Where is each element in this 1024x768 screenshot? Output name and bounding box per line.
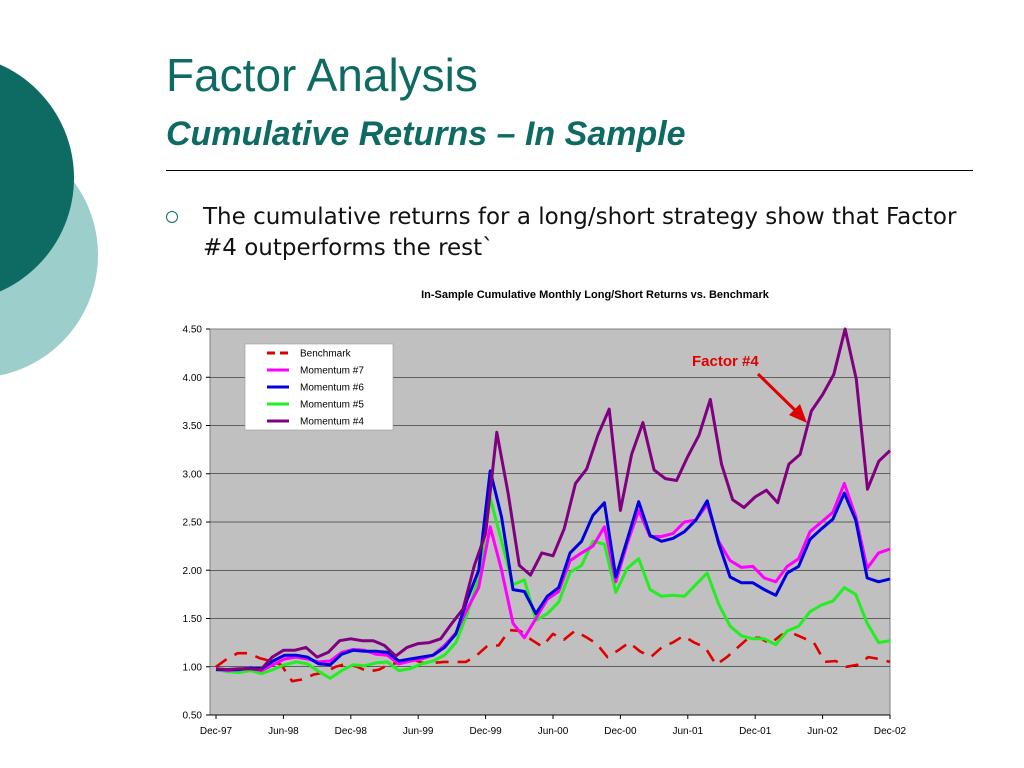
series-line-momentum-6 [216, 469, 891, 672]
annotation-arrowhead [789, 404, 807, 423]
x-tick-label: Dec-01 [739, 726, 772, 737]
x-tick-label: Jun-98 [268, 726, 299, 737]
x-tick-label: Dec-99 [469, 726, 502, 737]
y-tick-label: 2.50 [183, 518, 203, 529]
x-tick-label: Jun-99 [403, 726, 434, 737]
legend-label: Benchmark [300, 349, 352, 360]
decorative-circles [0, 64, 98, 376]
annotation-text: Factor #4 [692, 353, 759, 370]
legend-label: Momentum #4 [300, 417, 364, 428]
series-line-momentum-4 [215, 327, 892, 672]
series-line-momentum-5 [215, 496, 891, 680]
series-line-momentum-7 [215, 481, 891, 673]
y-tick-label: 3.00 [183, 469, 203, 480]
x-tick-label: Dec-02 [874, 726, 907, 737]
plot-area: 0.50 1.00 1.50 2.00 2.50 3.00 3.50 4.00 4.50 Dec-… [183, 325, 907, 738]
y-tick-label: 4.00 [183, 373, 203, 384]
y-tick-label: 4.50 [183, 325, 203, 336]
dark-teal-circle [0, 64, 74, 292]
legend-label: Momentum #7 [300, 366, 364, 377]
annotation-arrow-line [756, 372, 802, 417]
title-divider [166, 170, 973, 171]
bullet-ring-icon [166, 211, 178, 223]
x-tick-label: Dec-97 [200, 726, 233, 737]
legend-label: Momentum #5 [300, 400, 364, 411]
cumulative-returns-chart: In-Sample Cumulative Monthly Long/Short … [183, 289, 907, 738]
y-tick-label: 2.00 [183, 566, 203, 577]
x-tick-label: Dec-00 [604, 726, 637, 737]
x-tick-label: Jun-00 [538, 726, 569, 737]
slide-subtitle: Cumulative Returns – In Sample [166, 115, 686, 153]
chart-title: In-Sample Cumulative Monthly Long/Short … [421, 289, 770, 301]
y-tick-label: 1.50 [183, 614, 203, 625]
x-tick-label: Jun-01 [673, 726, 704, 737]
series-line-benchmark [215, 628, 891, 683]
y-tick-label: 3.50 [183, 421, 203, 432]
y-tick-label: 1.00 [183, 662, 203, 673]
x-tick-label: Jun-02 [807, 726, 838, 737]
bullet-text: The cumulative returns for a long/short … [203, 204, 957, 261]
x-tick-label: Dec-98 [335, 726, 368, 737]
y-tick-label: 0.50 [183, 711, 203, 722]
legend-label: Momentum #6 [300, 383, 364, 394]
slide-title: Factor Analysis [166, 49, 478, 101]
